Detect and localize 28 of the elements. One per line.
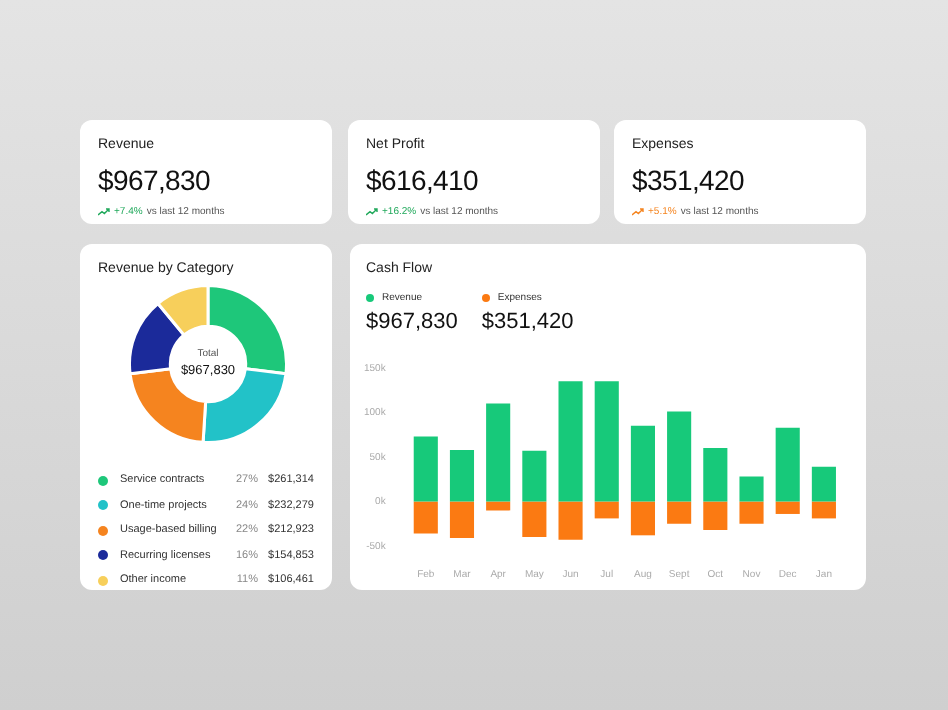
bar	[811, 501, 836, 519]
bar	[449, 501, 475, 538]
bar	[739, 501, 764, 524]
bar	[486, 403, 511, 502]
bar	[630, 501, 655, 536]
bar	[775, 427, 800, 502]
bar	[594, 381, 619, 502]
bar	[522, 450, 547, 502]
bar	[558, 501, 583, 540]
bar	[449, 449, 475, 502]
bar	[703, 448, 728, 502]
bar	[522, 501, 547, 538]
bar	[413, 436, 438, 502]
text: $967,830	[98, 164, 212, 196]
bar	[594, 501, 619, 519]
bar	[667, 411, 692, 502]
bar	[775, 501, 800, 514]
bar	[667, 501, 692, 524]
bar	[739, 476, 764, 502]
text: $967,830	[366, 310, 458, 334]
text: $616,410	[366, 164, 480, 196]
bar	[413, 501, 438, 534]
bar	[558, 381, 583, 502]
bar	[630, 425, 655, 502]
text: $351,420	[632, 164, 746, 196]
bar	[811, 466, 836, 502]
bar	[703, 501, 728, 530]
text: $351,420	[481, 310, 574, 334]
